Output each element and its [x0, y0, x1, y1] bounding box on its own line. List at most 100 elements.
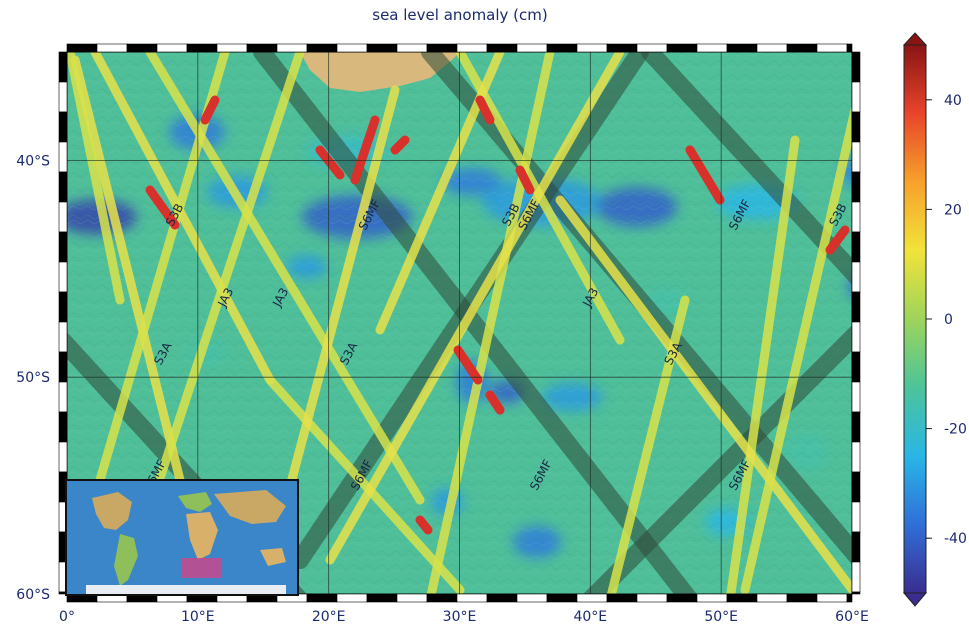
frame-segment: [396, 43, 428, 53]
frame-segment: [58, 291, 68, 323]
frame-segment: [696, 593, 728, 603]
track-high-anomaly: [200, 95, 220, 125]
longitude-tick-labels: 0° 10°E 20°E 30°E 40°E 50°E 60°E: [59, 609, 869, 625]
frame-segment: [666, 593, 698, 603]
colorbar-ticks: 40 20 0 -20 -40: [926, 93, 967, 547]
africa-landmass: [300, 52, 460, 92]
colorbar-tick-label: 20: [944, 202, 962, 218]
lon-tick-label: 40°E: [573, 609, 607, 625]
colorbar-max-arrow: [902, 32, 928, 46]
frame-segment: [58, 171, 68, 203]
frame-segment: [58, 81, 68, 113]
track-segment: [426, 52, 555, 594]
track-high-anomaly: [350, 115, 380, 185]
colorbar-tick-label: -20: [944, 422, 967, 438]
lon-tick-label: 60°E: [835, 609, 869, 625]
frame-segment: [851, 591, 861, 595]
inset-north-america: [92, 492, 132, 530]
frame-segment: [66, 43, 98, 53]
frame-segment: [516, 43, 548, 53]
frame-segment: [851, 111, 861, 143]
frame-segment: [851, 561, 861, 593]
lon-tick-label: 50°E: [704, 609, 738, 625]
frame-segment: [126, 43, 158, 53]
frame-segment: [156, 43, 188, 53]
track-segment: [90, 52, 275, 385]
frame-segment: [606, 43, 638, 53]
frame-segment: [636, 43, 668, 53]
lon-tick-label: 10°E: [181, 609, 215, 625]
track-s6mf: [583, 325, 852, 594]
track-high-anomaly: [453, 345, 483, 385]
frame-segment: [851, 351, 861, 383]
frame-segment: [851, 231, 861, 263]
lat-tick-label: 40°S: [16, 153, 50, 169]
frame-segment: [58, 51, 68, 83]
lat-tick-label: 50°S: [16, 370, 50, 386]
frame-segment: [846, 43, 853, 53]
track-segment: [740, 106, 852, 594]
frame-segment: [58, 231, 68, 263]
frame-segment: [456, 593, 488, 603]
frame-segment: [786, 593, 818, 603]
frame-segment: [851, 81, 861, 113]
lat-tick-label: 60°S: [16, 587, 50, 603]
frame-segment: [58, 351, 68, 383]
frame-segment: [246, 43, 278, 53]
satellite-tracks: [67, 52, 852, 594]
frame-segment: [96, 43, 128, 53]
frame-segment: [851, 201, 861, 233]
colorbar-tick-label: 40: [944, 93, 962, 109]
frame-segment: [851, 261, 861, 293]
frame-segment: [606, 593, 638, 603]
frame-segment: [756, 593, 788, 603]
frame-segment: [306, 43, 338, 53]
frame-segment: [486, 593, 518, 603]
lon-tick-label: 20°E: [312, 609, 346, 625]
frame-segment: [366, 43, 398, 53]
colorbar-min-arrow: [902, 592, 928, 607]
track-segment: [555, 195, 852, 594]
colorbar-scale: [903, 44, 927, 594]
frame-segment: [816, 593, 848, 603]
colorbar-tick-label: -40: [944, 531, 967, 547]
frame-segment: [636, 593, 668, 603]
track-s6mf: [253, 52, 697, 594]
inset-south-america: [114, 534, 138, 586]
track-segment: [265, 375, 465, 594]
frame-segment: [851, 291, 861, 323]
inset-australia: [260, 548, 286, 566]
frame-segment: [576, 43, 608, 53]
colorbar: 40 20 0 -20 -40: [902, 32, 967, 607]
frame-segment: [851, 441, 861, 473]
latitude-tick-labels: 40°S 50°S 60°S: [16, 153, 50, 603]
frame-segment: [426, 593, 458, 603]
frame-segment: [426, 43, 458, 53]
frame-segment: [58, 411, 68, 443]
track-high-anomaly: [825, 225, 850, 255]
frame-segment: [851, 501, 861, 533]
colorbar-tick-label: 0: [944, 312, 953, 328]
map-frame: [58, 43, 861, 603]
frame-segment: [58, 381, 68, 413]
track-high-anomaly: [485, 390, 505, 415]
frame-segment: [456, 43, 488, 53]
frame-segment: [846, 593, 853, 603]
frame-segment: [186, 43, 218, 53]
track-high-anomaly: [315, 145, 345, 180]
frame-segment: [366, 593, 398, 603]
frame-segment: [851, 141, 861, 173]
map-area: [67, 52, 852, 594]
frame-segment: [726, 593, 758, 603]
inset-antarctica: [86, 585, 286, 594]
frame-segment: [851, 51, 861, 83]
gridlines: [67, 52, 852, 594]
frame-segment: [546, 43, 578, 53]
track-high-anomaly: [145, 185, 180, 230]
frame-segment: [696, 43, 728, 53]
frame-segment: [58, 111, 68, 143]
track-segment: [325, 52, 625, 565]
track-segment: [67, 52, 125, 305]
frame-segment: [58, 441, 68, 473]
